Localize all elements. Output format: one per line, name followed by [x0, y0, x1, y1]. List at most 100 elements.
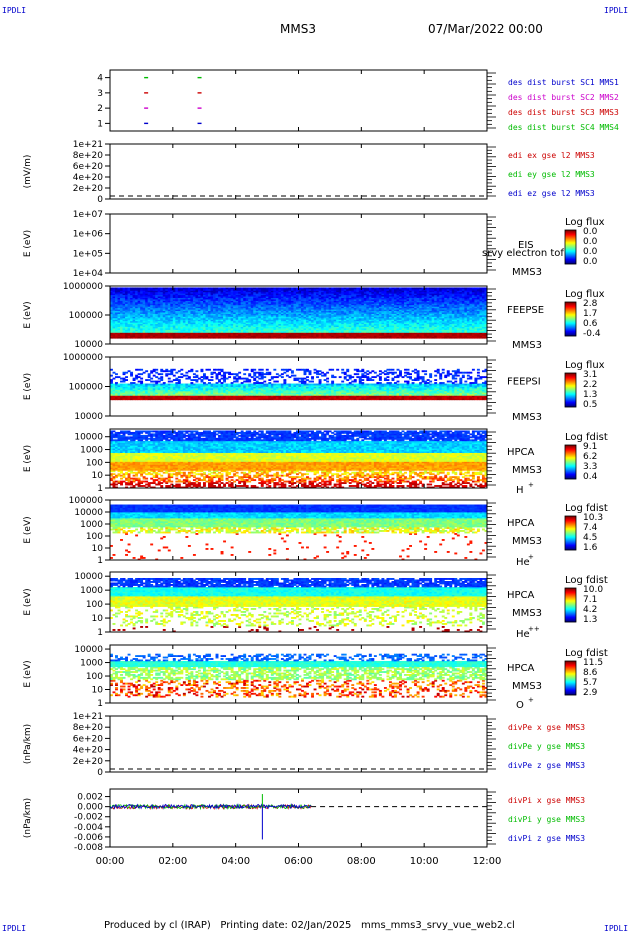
spectrogram-cell	[339, 287, 342, 289]
spectrogram-cell	[419, 287, 422, 289]
spectrogram-cell	[188, 287, 191, 289]
spectrogram-cell	[417, 287, 420, 289]
spectrogram-cell	[258, 287, 261, 289]
y-tick-label: 1e+05	[73, 249, 103, 259]
y-tick-label: 1e+21	[73, 712, 103, 722]
y-tick-label: 1	[97, 119, 103, 129]
y-tick-label: 8e+20	[73, 723, 104, 733]
spectrogram-cell	[190, 287, 193, 289]
y-axis-label: (nPa/km)	[23, 724, 33, 764]
spectrogram-cell	[376, 287, 379, 289]
y-tick-label: 1e+06	[73, 230, 104, 240]
spectrogram-cell	[135, 287, 138, 289]
y-tick-label: 6e+20	[73, 734, 104, 744]
spectrogram-cell	[206, 287, 209, 289]
spectrogram-cell	[226, 287, 229, 289]
y-tick-label: 4e+20	[73, 173, 104, 183]
y-tick-label: 0	[97, 768, 103, 778]
spectrogram-cell	[211, 287, 214, 289]
spectrogram-cell	[371, 287, 374, 289]
spectrogram-cell	[381, 287, 384, 289]
spectrogram-cell	[407, 287, 410, 289]
legend-entry: des dist burst SC2 MMS2	[508, 93, 619, 102]
legend-entry: edi ez gse l2 MMS3	[508, 189, 595, 198]
spectrogram-cell	[449, 287, 452, 289]
panel-frame-2	[110, 214, 487, 273]
spectrogram-cell	[138, 287, 141, 289]
spectrogram-cell	[346, 287, 349, 289]
colorbar-tick-label: 0.0	[583, 257, 598, 267]
spectrogram-cell	[301, 287, 304, 289]
spectrogram-cell	[185, 287, 188, 289]
spectrogram-cell	[394, 287, 397, 289]
spectrogram-cell	[243, 287, 246, 289]
spectrogram-cell	[404, 287, 407, 289]
spectrogram-cell	[228, 287, 231, 289]
spectrogram-cell	[113, 287, 116, 289]
spectrogram-cell	[160, 287, 163, 289]
spectrogram-cell	[120, 287, 123, 289]
spectrogram-cell	[311, 287, 314, 289]
spectrogram-cell	[369, 287, 372, 289]
spectrogram-cell	[273, 287, 276, 289]
spectrogram-cell	[364, 287, 367, 289]
spectrogram-cell	[168, 287, 171, 289]
y-axis-label: E (eV)	[23, 230, 33, 257]
overlay-label: srvy electron tof	[482, 248, 564, 259]
spectrogram-cell	[276, 287, 279, 289]
spectrogram-cell	[366, 287, 369, 289]
y-tick-label: 1e+07	[73, 210, 103, 220]
spectrogram-cell	[150, 287, 153, 289]
legend-entry: des dist burst SC4 MMS4	[508, 123, 619, 132]
spectrogram-cell	[437, 287, 440, 289]
spectrogram-cell	[427, 287, 430, 289]
spectrogram-cell	[163, 287, 166, 289]
spectrogram-cell	[271, 287, 274, 289]
spectrogram-cell	[286, 287, 289, 289]
spectrogram-cell	[414, 287, 417, 289]
y-tick-label: 3	[97, 89, 103, 99]
y-tick-label: 0	[97, 195, 103, 205]
spectrogram-cell	[251, 287, 254, 289]
spectrogram-cell	[263, 287, 266, 289]
spectrogram-cell	[391, 287, 394, 289]
legend-entry: divPe z gse MMS3	[508, 761, 585, 770]
spectrogram-cell	[434, 287, 437, 289]
spectrogram-cell	[354, 287, 357, 289]
spectrogram-cell	[246, 287, 249, 289]
spectrogram-cell	[115, 287, 118, 289]
spectrogram-cell	[165, 287, 168, 289]
y-axis-label: (mV/m)	[23, 155, 33, 189]
spectrogram-cell	[223, 287, 226, 289]
spectrogram-cell	[374, 287, 377, 289]
y-tick-label: 2e+20	[73, 184, 104, 194]
spectrogram-cell	[389, 287, 392, 289]
spectrogram-cell	[145, 287, 148, 289]
colorbar-tick-label: 0.0	[583, 237, 598, 247]
y-tick-label: 4e+20	[73, 746, 104, 756]
spectrogram-cell	[231, 287, 234, 289]
spectrogram-cell	[253, 287, 256, 289]
spectrogram-cell	[304, 287, 307, 289]
spectrogram-cell	[309, 287, 312, 289]
spectrogram-cell	[324, 287, 327, 289]
spectrogram-cell	[118, 287, 121, 289]
legend-entry: des dist burst SC1 MMS1	[508, 78, 619, 87]
spectrogram-cell	[349, 287, 352, 289]
spectrogram-cell	[442, 287, 445, 289]
y-tick-label: 4	[97, 74, 103, 84]
spectrogram-cell	[200, 287, 203, 289]
spectrogram-cell	[268, 287, 271, 289]
spectrogram-cell	[321, 287, 324, 289]
spectrogram-cell	[266, 287, 269, 289]
spectrogram-cell	[341, 287, 344, 289]
spectrogram-cell	[180, 287, 183, 289]
legend-entry: edi ey gse l2 MMS3	[508, 170, 595, 179]
spectrogram-cell	[281, 287, 284, 289]
y-tick-label: 2e+20	[73, 757, 104, 767]
spectrogram-cell	[331, 287, 334, 289]
legend-entry: des dist burst SC3 MMS3	[508, 108, 619, 117]
spectrogram-cell	[213, 287, 216, 289]
spectrogram-cell	[329, 287, 332, 289]
